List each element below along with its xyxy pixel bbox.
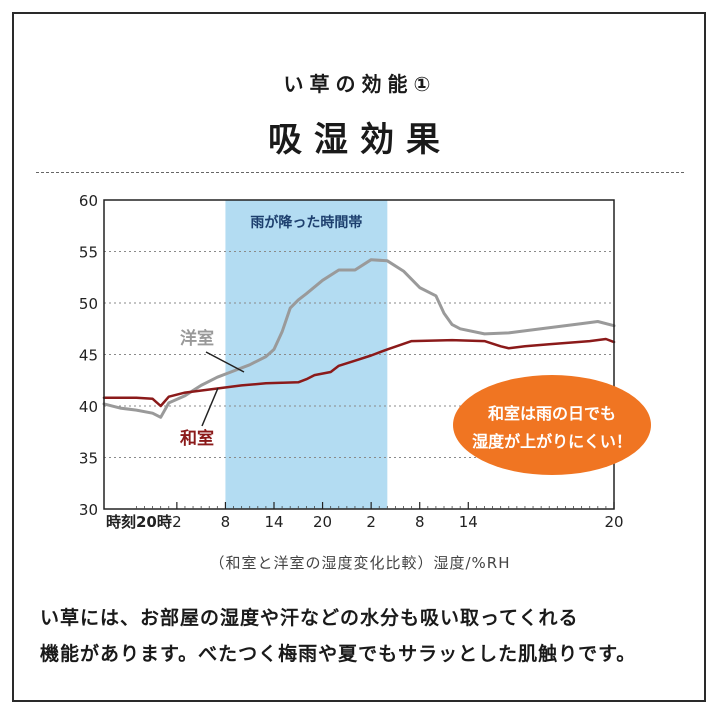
plot-border: [103, 199, 615, 510]
x-tick-label: 時刻20時: [106, 513, 172, 531]
x-tick-label: 8: [221, 513, 231, 531]
callout-bubble: [453, 375, 651, 475]
y-tick-label: 45: [79, 347, 98, 365]
japanese-room-label: 和室: [180, 428, 214, 449]
callout-line-2: 湿度が上がりにくい！: [471, 432, 632, 451]
japanese-room-line: [102, 337, 616, 408]
outer-frame: [12, 12, 706, 702]
description-line-1: い草には、お部屋の湿度や汗などの水分も吸い取ってくれる: [40, 607, 579, 629]
x-tick-label: 20: [604, 513, 623, 531]
y-tick-label: 55: [79, 244, 98, 262]
x-tick-label: 8: [415, 513, 425, 531]
x-tick-label: 14: [264, 513, 283, 531]
western-room-label: 洋室: [180, 328, 214, 349]
page-title: 吸湿効果: [268, 120, 452, 160]
dashed-divider: [36, 172, 684, 173]
western-room-line: [102, 258, 616, 419]
y-tick-label: 30: [79, 501, 98, 519]
description-line-2: 機能があります。べたつく梅雨や夏でもサラッとした肌触りです。: [40, 643, 637, 665]
x-tick-label: 14: [459, 513, 478, 531]
western-room-pointer: [205, 351, 245, 373]
description: い草には、お部屋の湿度や汗などの水分も吸い取ってくれる 機能があります。べたつく…: [40, 600, 700, 672]
subtitle: い草の効能①: [283, 72, 437, 96]
x-tick-label: 2: [366, 513, 376, 531]
y-tick-label: 35: [79, 450, 98, 468]
callout-line-1: 和室は雨の日でも: [488, 404, 616, 423]
rain-period-label: 雨が降った時間帯: [250, 214, 362, 231]
y-tick-label: 50: [79, 295, 98, 313]
y-tick-label: 40: [79, 398, 98, 416]
x-tick-label: 20: [313, 513, 332, 531]
x-tick-label: 2: [172, 513, 182, 531]
chart-caption: （和室と洋室の湿度変化比較）湿度/%RH: [209, 554, 511, 572]
y-tick-label: 60: [79, 192, 98, 210]
japanese-room-pointer: [201, 387, 219, 427]
